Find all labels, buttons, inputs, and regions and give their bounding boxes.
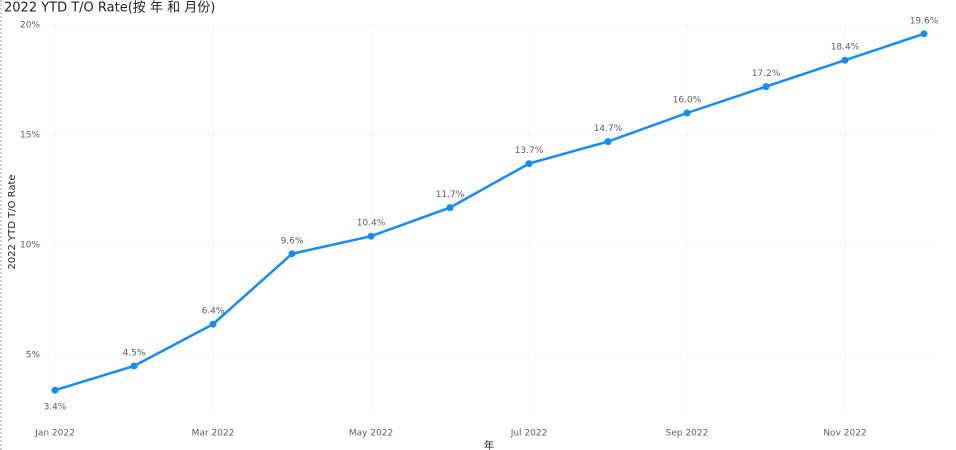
point [841,56,849,64]
y-tick-label: 10% [20,241,40,251]
data-label: 13.7% [515,146,544,156]
y-axis-title: 2022 YTD T/O Rate [7,174,18,269]
point [367,232,375,240]
chart-title: 2022 YTD T/O Rate(按 年 和 月份) [4,1,215,16]
y-tick-label: 5% [26,351,41,361]
point [130,362,138,370]
data-label: 4.5% [123,349,146,359]
data-label: 9.6% [281,236,304,246]
point [288,250,296,258]
point [762,83,770,91]
point [525,160,533,168]
y-tick-label: 20% [20,21,40,31]
x-tick-label: May 2022 [349,429,393,439]
data-label: 16.0% [673,96,702,106]
data-label: 19.6% [910,16,939,26]
point [920,30,928,38]
point [604,138,612,146]
x-axis-title: 年 [484,439,494,450]
point [683,109,691,117]
data-label: 10.4% [357,219,386,229]
x-tick-label: Jan 2022 [34,429,75,439]
x-tick-label: Nov 2022 [823,429,866,439]
data-label: 3.4% [44,403,67,413]
line [54,32,925,392]
point [209,320,217,328]
y-tick-label: 15% [20,131,40,141]
data-label: 11.7% [436,190,465,200]
data-label: 17.2% [752,69,781,79]
data-label: 18.4% [831,43,860,53]
data-label: 6.4% [202,307,225,317]
point [51,386,59,394]
point [446,204,454,212]
x-tick-label: Mar 2022 [192,429,235,439]
x-tick-label: Sep 2022 [666,429,709,439]
data-label: 14.7% [594,124,623,134]
x-tick-label: Jul 2022 [510,429,548,439]
